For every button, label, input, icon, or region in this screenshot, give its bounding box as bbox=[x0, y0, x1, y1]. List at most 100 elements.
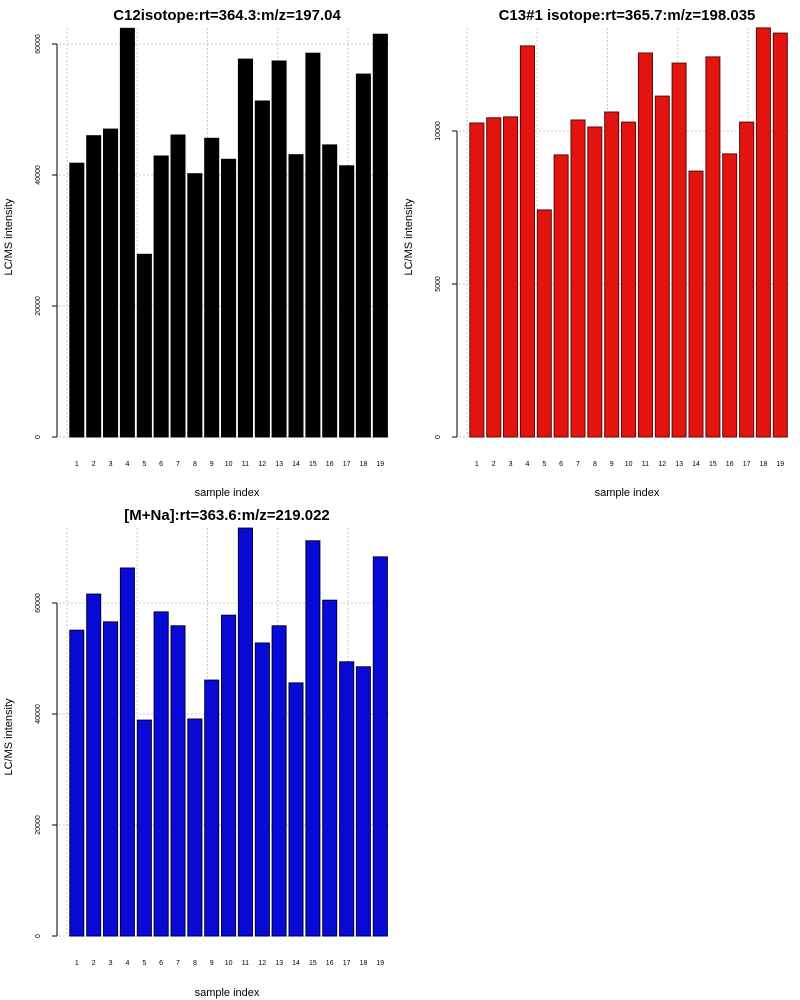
x-tick-label: 15 bbox=[309, 960, 317, 967]
x-axis-tick-labels: 1 2 3 4 5 6 7 8 9 10 11 12 13 14 15 16 17 18 19 bbox=[75, 461, 384, 468]
bar-sample-1 bbox=[69, 162, 85, 438]
x-tick-label: 1 bbox=[75, 461, 79, 468]
x-tick-label: 18 bbox=[760, 461, 768, 468]
bar-sample-6 bbox=[153, 155, 169, 438]
x-tick-label: 3 bbox=[109, 461, 113, 468]
bar-sample-15 bbox=[305, 540, 321, 937]
bar-sample-12 bbox=[254, 642, 270, 937]
bar-sample-10 bbox=[221, 614, 237, 937]
bar-sample-1 bbox=[69, 629, 85, 937]
x-tick-label: 9 bbox=[210, 960, 214, 967]
y-axis-label: LC/MS intensity bbox=[403, 198, 415, 276]
bar-sample-7 bbox=[170, 625, 186, 937]
bar-sample-4 bbox=[519, 45, 536, 438]
x-tick-label: 4 bbox=[125, 461, 129, 468]
x-tick-label: 14 bbox=[692, 461, 700, 468]
y-tick-label: 40000 bbox=[35, 704, 42, 724]
x-tick-label: 7 bbox=[576, 461, 580, 468]
x-tick-label: 10 bbox=[625, 461, 633, 468]
x-tick-label: 1 bbox=[75, 960, 79, 967]
bar-sample-4 bbox=[119, 27, 135, 438]
x-axis-label: sample index bbox=[195, 987, 260, 999]
bar-sample-13 bbox=[671, 62, 687, 438]
chart-title: C12isotope:rt=364.3:m/z=197.04 bbox=[113, 7, 341, 24]
y-tick-label: 0 bbox=[35, 934, 42, 938]
bar-series bbox=[69, 27, 388, 438]
y-tick-label: 10000 bbox=[435, 121, 442, 141]
x-tick-label: 13 bbox=[275, 461, 283, 468]
y-tick-label: 0 bbox=[35, 435, 42, 439]
bar-sample-3 bbox=[103, 621, 119, 937]
x-axis-tick-labels: 1 2 3 4 5 6 7 8 9 10 11 12 13 14 15 16 17 18 19 bbox=[75, 960, 384, 967]
bar-sample-12 bbox=[254, 100, 270, 438]
x-tick-label: 4 bbox=[125, 960, 129, 967]
y-tick-label: 0 bbox=[435, 435, 442, 439]
bar-sample-17 bbox=[739, 121, 755, 438]
x-tick-label: 9 bbox=[210, 461, 214, 468]
bar-sample-16 bbox=[322, 599, 338, 937]
x-tick-label: 2 bbox=[92, 461, 96, 468]
y-axis-label: LC/MS intensity bbox=[3, 698, 15, 776]
x-tick-label: 16 bbox=[326, 960, 334, 967]
y-axis: 0 20000 40000 60000 bbox=[35, 34, 58, 439]
y-tick-label: 20000 bbox=[35, 296, 42, 316]
x-tick-label: 8 bbox=[193, 960, 197, 967]
bar-sample-14 bbox=[288, 682, 304, 937]
x-tick-label: 6 bbox=[559, 461, 563, 468]
x-tick-label: 11 bbox=[242, 960, 249, 967]
bar-series bbox=[69, 527, 388, 937]
bar-sample-16 bbox=[722, 153, 738, 438]
bar-sample-14 bbox=[688, 170, 704, 438]
bar-sample-10 bbox=[621, 121, 637, 438]
x-tick-label: 18 bbox=[360, 960, 368, 967]
x-tick-label: 17 bbox=[343, 960, 351, 967]
x-tick-label: 8 bbox=[193, 461, 197, 468]
bar-sample-19 bbox=[772, 32, 788, 438]
bar-sample-11 bbox=[237, 58, 253, 438]
bar-sample-8 bbox=[187, 718, 203, 937]
x-tick-label: 13 bbox=[675, 461, 683, 468]
y-tick-label: 60000 bbox=[35, 593, 42, 613]
bar-sample-8 bbox=[187, 173, 203, 438]
bar-sample-16 bbox=[322, 144, 338, 438]
x-tick-label: 5 bbox=[542, 461, 546, 468]
x-tick-label: 13 bbox=[275, 960, 283, 967]
x-tick-label: 19 bbox=[776, 461, 784, 468]
y-axis: 0 20000 40000 60000 bbox=[35, 593, 58, 938]
bar-sample-12 bbox=[654, 95, 670, 438]
bar-sample-11 bbox=[237, 527, 253, 937]
bar-sample-19 bbox=[372, 556, 388, 937]
x-tick-label: 9 bbox=[610, 461, 614, 468]
bar-sample-11 bbox=[637, 52, 654, 438]
bar-sample-2 bbox=[86, 593, 102, 937]
bar-sample-3 bbox=[503, 116, 519, 438]
x-tick-label: 15 bbox=[309, 461, 317, 468]
x-tick-label: 7 bbox=[176, 960, 180, 967]
chart-title: C13#1 isotope:rt=365.7:m/z=198.035 bbox=[499, 7, 756, 24]
x-tick-label: 8 bbox=[593, 461, 597, 468]
x-tick-label: 16 bbox=[326, 461, 334, 468]
x-tick-label: 19 bbox=[376, 461, 384, 468]
bar-sample-7 bbox=[170, 134, 186, 438]
x-tick-label: 14 bbox=[292, 960, 300, 967]
bar-sample-15 bbox=[705, 56, 721, 438]
x-tick-label: 5 bbox=[142, 960, 146, 967]
bar-sample-9 bbox=[204, 679, 220, 937]
chart-title: [M+Na]:rt=363.6:m/z=219.022 bbox=[124, 507, 330, 524]
bar-sample-7 bbox=[570, 119, 586, 438]
x-tick-label: 14 bbox=[292, 461, 300, 468]
bar-sample-9 bbox=[204, 137, 220, 438]
bar-sample-13 bbox=[271, 60, 287, 438]
x-tick-label: 3 bbox=[109, 960, 113, 967]
bar-sample-17 bbox=[339, 661, 355, 937]
x-tick-label: 2 bbox=[492, 461, 496, 468]
x-tick-label: 3 bbox=[509, 461, 513, 468]
x-tick-label: 5 bbox=[142, 461, 146, 468]
x-axis-label: sample index bbox=[195, 487, 260, 499]
y-tick-label: 20000 bbox=[35, 815, 42, 835]
x-tick-label: 11 bbox=[242, 461, 249, 468]
x-tick-label: 11 bbox=[642, 461, 649, 468]
x-tick-label: 19 bbox=[376, 960, 384, 967]
x-axis-label: sample index bbox=[595, 487, 660, 499]
bar-sample-3 bbox=[103, 128, 119, 438]
